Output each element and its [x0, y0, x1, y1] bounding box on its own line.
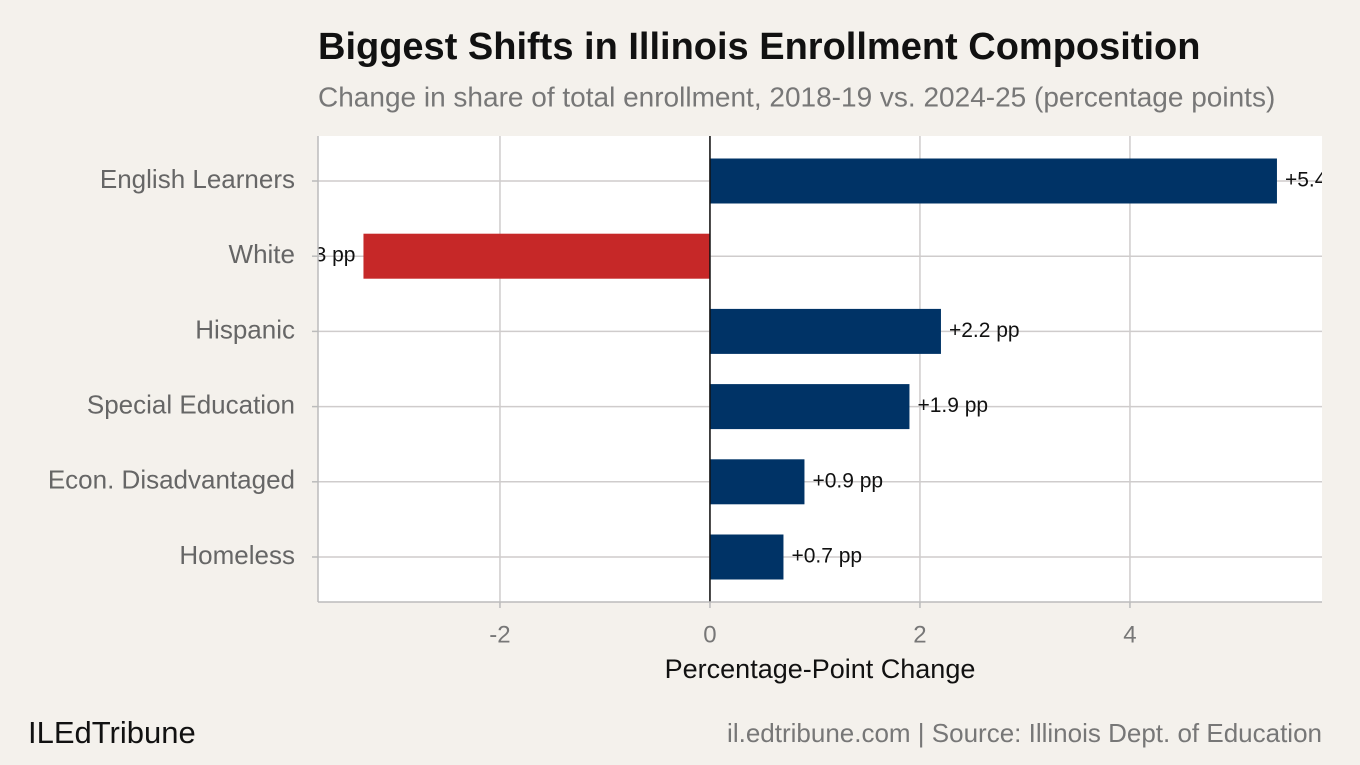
- x-tick-label: 4: [1123, 621, 1136, 648]
- y-tick-label: Special Education: [87, 389, 295, 419]
- y-tick-label: Econ. Disadvantaged: [48, 465, 295, 495]
- plot-area: [318, 136, 1322, 602]
- x-tick-label: 0: [703, 621, 716, 648]
- chart-subtitle: Change in share of total enrollment, 201…: [318, 81, 1275, 112]
- value-label: +2.2 pp: [949, 319, 1020, 342]
- value-labels: +5.4 pp -3.3 pp +2.2 pp +1.9 pp +0.9 pp +0.7 …: [290, 169, 1356, 568]
- bar: [709, 158, 1277, 204]
- y-tick-label: Hispanic: [195, 314, 295, 344]
- value-label: +5.4 pp: [1285, 169, 1356, 192]
- chart-title: Biggest Shifts in Illinois Enrollment Co…: [318, 26, 1200, 68]
- value-label: +0.9 pp: [812, 469, 883, 492]
- value-label: +1.9 pp: [917, 394, 988, 417]
- source: il.edtribune.com | Source: Illinois Dept…: [727, 718, 1322, 748]
- bar: [709, 384, 910, 430]
- brand: ILEdTribune: [28, 715, 196, 750]
- bar: [709, 308, 941, 354]
- x-tick-label: 2: [913, 621, 926, 648]
- value-label: -3.3 pp: [290, 244, 355, 267]
- bar: [709, 534, 784, 580]
- value-label: +0.7 pp: [791, 545, 862, 568]
- x-tick-label: -2: [489, 621, 510, 648]
- y-tick-label: English Learners: [100, 164, 295, 194]
- bar: [709, 459, 805, 505]
- y-tick-label: Homeless: [179, 540, 295, 570]
- x-axis-label: Percentage-Point Change: [665, 654, 976, 684]
- bars: [363, 136, 1277, 602]
- bar: [363, 233, 710, 279]
- y-tick-label: White: [229, 239, 295, 269]
